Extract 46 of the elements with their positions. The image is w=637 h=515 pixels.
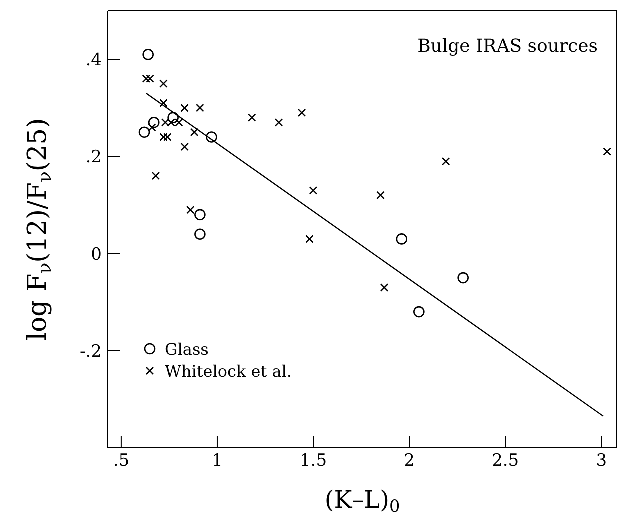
x-axis-title: (K–L)$_{0}$ bbox=[324, 486, 400, 515]
point bbox=[142, 74, 151, 84]
point bbox=[190, 128, 199, 137]
point bbox=[248, 114, 256, 122]
point bbox=[458, 272, 469, 284]
point bbox=[186, 206, 195, 214]
point bbox=[414, 306, 425, 318]
x-tick-label: 3 bbox=[596, 451, 608, 472]
point bbox=[603, 148, 612, 156]
point bbox=[152, 172, 160, 180]
point bbox=[138, 126, 150, 138]
point bbox=[146, 74, 154, 84]
point bbox=[194, 228, 206, 240]
point bbox=[396, 234, 408, 245]
y-tick-label: -.2 bbox=[80, 342, 102, 362]
point bbox=[196, 104, 204, 112]
point bbox=[309, 186, 318, 195]
point bbox=[180, 104, 189, 112]
point bbox=[306, 235, 314, 244]
legend-label: Whitelock et al. bbox=[165, 362, 292, 380]
annotation: Bulge IRAS sources bbox=[418, 36, 598, 57]
point bbox=[298, 108, 306, 118]
x-tick-label: 2 bbox=[404, 451, 415, 472]
y-tick-label: 0 bbox=[91, 244, 102, 265]
point bbox=[160, 99, 168, 108]
point bbox=[206, 132, 218, 143]
legend-label: Glass bbox=[165, 340, 209, 358]
point bbox=[376, 191, 385, 200]
point bbox=[160, 133, 168, 142]
y-tick-label: .4 bbox=[86, 50, 102, 71]
point bbox=[148, 123, 156, 132]
point bbox=[274, 118, 284, 127]
point bbox=[142, 49, 154, 60]
point bbox=[380, 284, 389, 292]
point bbox=[442, 157, 450, 166]
point bbox=[148, 117, 160, 128]
point bbox=[168, 112, 179, 124]
y-tick-label: .2 bbox=[86, 148, 102, 168]
x-tick-label: .5 bbox=[113, 451, 130, 472]
point bbox=[163, 133, 172, 142]
x-tick-label: 1 bbox=[212, 451, 223, 472]
x-tick-label: 1.5 bbox=[300, 451, 328, 472]
point bbox=[160, 80, 168, 88]
point bbox=[194, 209, 206, 221]
x-tick-label: 2.5 bbox=[492, 451, 520, 472]
point bbox=[180, 142, 189, 152]
